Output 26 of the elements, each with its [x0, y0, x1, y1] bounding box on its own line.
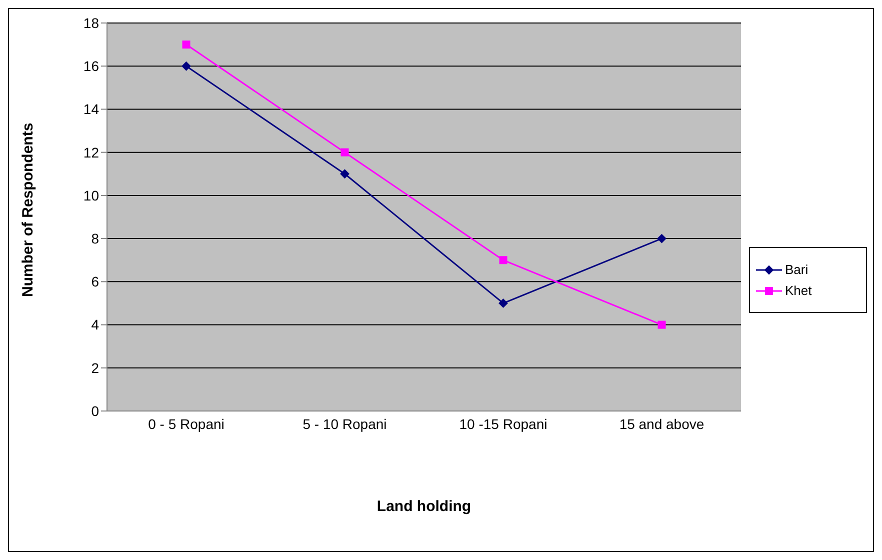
- y-tick-label: 12: [83, 144, 100, 160]
- y-tick-label: 2: [91, 360, 100, 376]
- y-tick-label: 6: [91, 274, 100, 290]
- y-tick-label: 18: [83, 14, 100, 31]
- x-tick-label: 10 -15 Ropani: [459, 416, 548, 432]
- y-axis-title: Number of Respondents: [19, 122, 36, 297]
- y-tick-label: 14: [83, 101, 100, 118]
- y-tick-label: 0: [91, 402, 100, 419]
- y-tick-label: 4: [91, 316, 100, 333]
- point: [340, 169, 350, 178]
- y-tick-label: 8: [91, 230, 100, 247]
- point: [340, 148, 349, 156]
- y-tick-label: 16: [83, 58, 100, 74]
- point: [182, 62, 191, 71]
- legend-label: Khet: [785, 283, 812, 298]
- x-tick-label: 0 - 5 Ropani: [148, 416, 224, 432]
- point: [499, 256, 508, 264]
- x-tick-label: 5 - 10 Ropani: [302, 416, 387, 432]
- point: [658, 320, 666, 329]
- point: [182, 40, 190, 49]
- point: [498, 298, 508, 308]
- legend-label: Bari: [785, 262, 808, 277]
- x-tick-label: 15 and above: [619, 416, 704, 432]
- point: [657, 234, 666, 244]
- x-axis-title: Land holding: [376, 498, 472, 515]
- y-tick-label: 10: [83, 187, 100, 204]
